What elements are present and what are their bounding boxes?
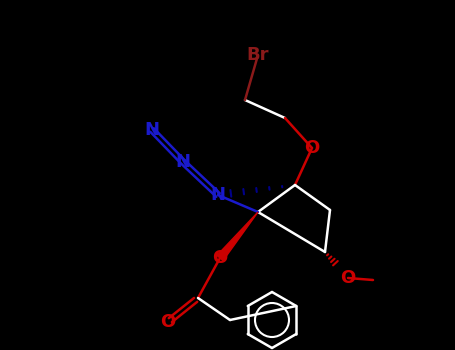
Text: O: O bbox=[160, 313, 176, 331]
Text: N: N bbox=[145, 121, 160, 139]
Text: Br: Br bbox=[247, 46, 269, 64]
Text: O: O bbox=[304, 139, 319, 157]
Polygon shape bbox=[217, 212, 258, 260]
Text: O: O bbox=[212, 249, 228, 267]
Text: O: O bbox=[340, 269, 356, 287]
Text: N: N bbox=[176, 153, 191, 171]
Text: N: N bbox=[211, 186, 226, 204]
